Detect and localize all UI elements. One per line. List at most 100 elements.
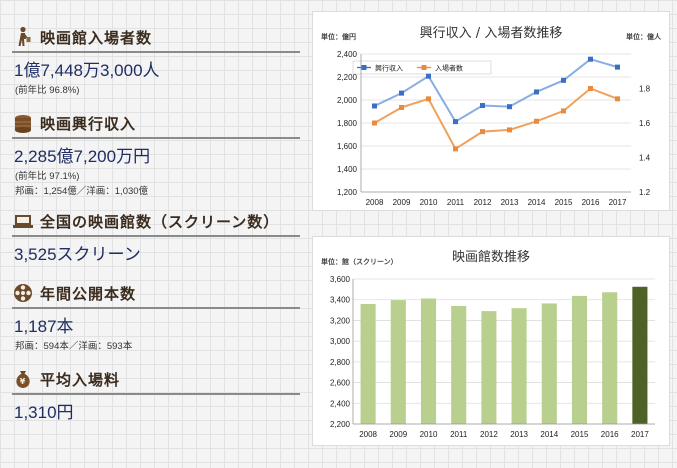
line-chart-xtick: 2011	[447, 198, 465, 207]
revenue-point	[561, 77, 566, 83]
screens-bar	[481, 311, 497, 424]
stat-attendance-header: 映画館入場者数	[12, 26, 300, 53]
bar-chart-title: 映画館数推移	[452, 250, 530, 265]
revenue-point	[426, 73, 431, 79]
revenue-point	[399, 90, 404, 96]
bar-chart-xtick: 2012	[480, 430, 498, 439]
stat-price-header: ¥ 平均入場料	[12, 368, 300, 395]
line-chart-ytick-left: 1,200	[337, 188, 358, 197]
bar-chart-xtick: 2009	[389, 430, 407, 439]
line-chart-xtick: 2009	[393, 198, 411, 207]
attendance-point	[588, 86, 593, 91]
svg-text:¥: ¥	[20, 377, 27, 386]
revenue-point	[480, 103, 485, 109]
stat-revenue: 映画興行収入 2,285億7,200万円 (前年比 97.1%) 邦画：1,25…	[12, 112, 300, 197]
stat-screens-title: 全国の映画館数（スクリーン数）	[40, 212, 280, 231]
stat-attendance-value: 1億7,448万3,000人	[14, 61, 160, 80]
bar-chart-ytick: 2,600	[330, 379, 351, 388]
stat-screens-value: 3,525スクリーン	[14, 245, 141, 264]
bar-chart-xtick: 2016	[601, 430, 619, 439]
screens-bar	[602, 292, 618, 424]
attendance-point	[453, 146, 458, 152]
film-reel-icon	[14, 284, 32, 302]
line-chart-ytick-left: 2,000	[337, 96, 358, 105]
attendance-point	[534, 118, 539, 124]
line-chart-ytick-left: 2,400	[337, 50, 358, 59]
walking-person-icon	[18, 26, 31, 46]
line-chart-xtick: 2015	[555, 198, 573, 207]
line-chart-ytick-left: 2,200	[337, 73, 358, 82]
line-chart-ytick-right: 1.8	[639, 85, 651, 94]
stat-films-value: 1,187本	[14, 317, 74, 336]
revenue-point	[588, 56, 593, 62]
screens-bar	[541, 303, 557, 424]
line-chart-xtick: 2008	[366, 198, 384, 207]
line-chart-ytick-right: 1.6	[639, 119, 651, 128]
legend-attendance-label: 入場者数	[435, 64, 463, 73]
bar-chart-xtick: 2013	[510, 430, 528, 439]
money-bag-icon: ¥	[16, 371, 30, 388]
bar-chart-ytick: 2,200	[330, 420, 351, 429]
bar-chart-unit: 単位：館（スクリーン）	[321, 257, 398, 266]
line-chart-xtick: 2010	[420, 198, 438, 207]
line-chart-legend: 興行収入 入場者数	[352, 60, 492, 75]
line-chart-ytick-left: 1,800	[337, 119, 358, 128]
stat-revenue-note: (前年比 97.1%)	[15, 171, 80, 182]
bar-chart-xtick: 2010	[420, 430, 438, 439]
stat-attendance: 映画館入場者数 1億7,448万3,000人 (前年比 96.8%)	[12, 26, 300, 96]
bar-chart-xtick: 2014	[540, 430, 558, 439]
line-chart-xtick: 2012	[474, 198, 492, 207]
screens-chart-panel: 映画館数推移 単位：館（スクリーン） 2,200 2,400 2,600 2,800 3…	[312, 236, 670, 446]
bar-chart-xtick: 2011	[450, 430, 468, 439]
revenue-point	[453, 119, 458, 125]
stat-price-value: 1,310円	[14, 403, 74, 422]
legend-revenue-label: 興行収入	[375, 64, 403, 73]
money-stack-icon	[15, 115, 31, 133]
screens-chart: 映画館数推移 単位：館（スクリーン） 2,200 2,400 2,600 2,800 3…	[321, 250, 655, 439]
bar-chart-xtick: 2015	[571, 430, 589, 439]
stat-attendance-title: 映画館入場者数	[40, 28, 153, 47]
revenue-point	[615, 64, 620, 70]
line-chart-title: 興行収入 / 入場者数推移	[420, 26, 563, 41]
bar-chart-ytick: 3,600	[330, 275, 351, 284]
line-chart-ytick-right: 1.2	[639, 188, 651, 197]
attendance-point	[426, 96, 431, 102]
bar-chart-ytick: 3,000	[330, 337, 351, 346]
attendance-point	[561, 108, 566, 114]
screens-bar	[632, 286, 648, 424]
stat-revenue-title: 映画興行収入	[40, 114, 137, 133]
line-chart-ytick-left: 1,400	[337, 165, 358, 174]
revenue-point	[534, 89, 539, 95]
revenue-point	[372, 103, 377, 109]
revenue-attendance-chart-panel: 興行収入 / 入場者数推移 単位：億円 単位：億人 興行収入 入場者数 1,20…	[312, 11, 670, 211]
bar-chart-ytick: 2,800	[330, 358, 351, 367]
stat-revenue-value: 2,285億7,200万円	[14, 147, 151, 166]
bar-chart-xtick: 2017	[631, 430, 649, 439]
screens-bar	[571, 295, 588, 424]
stat-revenue-detail: 邦画：1,254億／洋画：1,030億	[15, 186, 149, 197]
line-chart-unit-right: 単位：億人	[626, 32, 662, 41]
stat-price-title: 平均入場料	[40, 370, 121, 389]
screens-bar	[390, 300, 406, 424]
attendance-point	[480, 129, 485, 135]
screens-bar	[360, 303, 376, 424]
screens-bar	[451, 306, 467, 424]
line-chart-unit-left: 単位：億円	[321, 32, 356, 41]
stat-revenue-header: 映画興行収入	[12, 112, 300, 139]
stat-attendance-note: (前年比 96.8%)	[15, 85, 80, 96]
revenue-series-line	[374, 58, 618, 123]
attendance-point	[615, 96, 620, 102]
stat-films-title: 年間公開本数	[40, 284, 137, 303]
line-chart-xtick: 2013	[501, 198, 519, 207]
screens-bar	[420, 298, 437, 424]
revenue-point	[507, 104, 512, 110]
stat-films-header: 年間公開本数	[12, 282, 300, 309]
line-chart-xtick: 2017	[609, 198, 627, 207]
bar-chart-ytick: 3,400	[330, 296, 351, 305]
attendance-point	[372, 120, 377, 126]
bar-chart-ytick: 2,400	[330, 399, 351, 408]
attendance-point	[507, 127, 512, 133]
stat-films: 年間公開本数 1,187本 邦画：594本／洋画：593本	[12, 282, 300, 352]
bar-chart-ytick: 3,200	[330, 316, 351, 325]
attendance-point	[399, 104, 404, 110]
